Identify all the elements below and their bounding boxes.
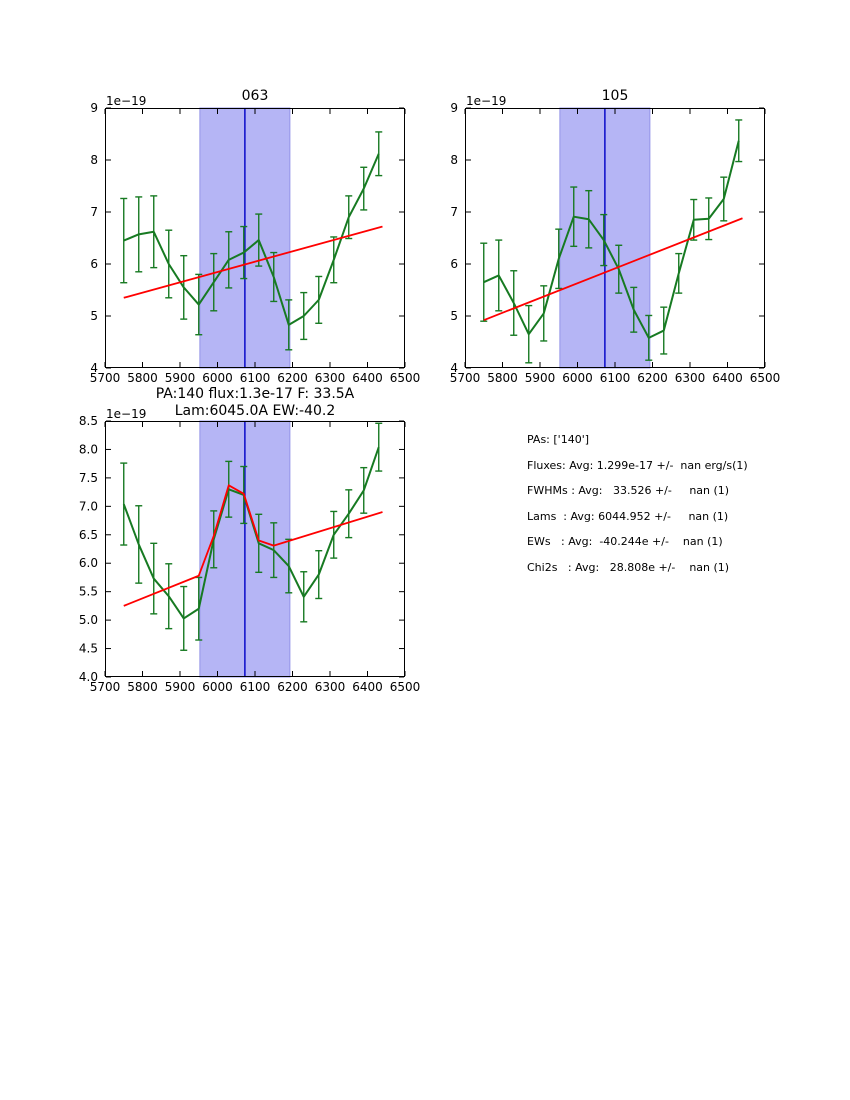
stats-fwhms: FWHMs : Avg: 33.526 +/- nan (1) (527, 484, 730, 497)
svg-text:6100: 6100 (600, 371, 631, 385)
svg-text:4: 4 (90, 361, 98, 375)
svg-text:6400: 6400 (352, 680, 383, 694)
svg-text:6300: 6300 (675, 371, 706, 385)
chart-063: 063 1e−19 5700 5800 5900 6000 6100 6200 6300 64… (90, 89, 421, 385)
spectrum-063 (123, 153, 380, 326)
chart-combined-title-line2: Lam:6045.0A EW:-40.2 (174, 403, 336, 419)
axes-ticks (104, 107, 406, 369)
svg-text:8: 8 (90, 153, 98, 167)
svg-text:8: 8 (450, 153, 458, 167)
axes-frame (105, 421, 405, 677)
svg-text:5: 5 (450, 309, 458, 323)
stats-pas: PAs: ['140'] (527, 433, 590, 446)
svg-text:8.0: 8.0 (79, 442, 98, 456)
svg-text:6400: 6400 (712, 371, 743, 385)
svg-text:7.5: 7.5 (79, 471, 98, 485)
chart-combined-fit: PA:140 flux:1.3e-17 F: 33.5A Lam:6045.0A… (79, 387, 420, 694)
stats-chi2s: Chi2s : Avg: 28.808e +/- nan (1) (527, 560, 730, 574)
svg-text:7: 7 (90, 205, 98, 219)
svg-text:7: 7 (450, 205, 458, 219)
svg-text:6000: 6000 (562, 371, 593, 385)
svg-text:4.0: 4.0 (79, 670, 98, 684)
svg-text:7.0: 7.0 (79, 499, 98, 513)
chart-105-axes: 5700 5800 5900 6000 6100 6200 6300 6400 6500 4 5 6 7… (450, 101, 781, 385)
continuum-fit-063 (123, 225, 383, 299)
svg-text:5900: 5900 (165, 371, 196, 385)
axes-frame (105, 108, 405, 368)
svg-text:9: 9 (90, 101, 98, 115)
chart-105: 105 1e−19 5700 5800 5900 6000 6100 6200 6300 64… (450, 89, 781, 385)
svg-text:6000: 6000 (202, 371, 233, 385)
stats-panel: PAs: ['140'] Fluxes: Avg: 1.299e-17 +/- … (527, 433, 748, 586)
svg-text:4: 4 (450, 361, 458, 375)
svg-text:6: 6 (90, 257, 98, 271)
axes-tick-labels: 5700 5800 5900 6000 6100 6200 6300 6400 6500 4 5 6 7… (90, 101, 421, 385)
svg-text:8.5: 8.5 (79, 414, 98, 428)
svg-text:5700: 5700 (90, 371, 121, 385)
continuum-fit-105 (483, 217, 743, 321)
svg-text:6500: 6500 (390, 371, 421, 385)
axes-frame (465, 108, 765, 368)
svg-text:6100: 6100 (240, 680, 271, 694)
svg-text:6000: 6000 (202, 680, 233, 694)
svg-text:6.0: 6.0 (79, 556, 98, 570)
chart-105-offset-label: 1e−19 (466, 94, 507, 108)
svg-text:6300: 6300 (315, 371, 346, 385)
axes-ticks (104, 420, 406, 678)
chart-063-axes: 5700 5800 5900 6000 6100 6200 6300 6400 6500 4 5 6 7… (90, 101, 421, 385)
axes-tick-labels: 5700 5800 5900 6000 6100 6200 6300 6400 6500 4.0 4… (79, 414, 420, 694)
svg-text:6200: 6200 (277, 680, 308, 694)
svg-text:5800: 5800 (127, 680, 158, 694)
svg-text:5900: 5900 (165, 680, 196, 694)
svg-text:5.0: 5.0 (79, 613, 98, 627)
svg-text:6500: 6500 (750, 371, 781, 385)
svg-text:6300: 6300 (315, 680, 346, 694)
svg-text:5: 5 (90, 309, 98, 323)
stats-ews: EWs : Avg: -40.244e +/- nan (1) (527, 535, 723, 548)
svg-text:5.5: 5.5 (79, 585, 98, 599)
chart-combined-axes: 5700 5800 5900 6000 6100 6200 6300 6400 6500 4.0 4… (79, 414, 420, 694)
chart-combined-title-line1: PA:140 flux:1.3e-17 F: 33.5A (155, 386, 355, 402)
axes-tick-labels: 5700 5800 5900 6000 6100 6200 6300 6400 6500 4 5 6 7… (450, 101, 781, 385)
gaussian-fit (123, 484, 383, 607)
spectrum-105 (483, 140, 740, 339)
svg-text:6500: 6500 (390, 680, 421, 694)
svg-text:5900: 5900 (525, 371, 556, 385)
svg-text:6100: 6100 (240, 371, 271, 385)
svg-text:6200: 6200 (277, 371, 308, 385)
stats-fluxes: Fluxes: Avg: 1.299e-17 +/- nan erg/s(1) (527, 458, 748, 472)
chart-combined-offset-label: 1e−19 (106, 407, 147, 421)
svg-text:5700: 5700 (90, 680, 121, 694)
stats-lams: Lams : Avg: 6044.952 +/- nan (1) (527, 509, 729, 523)
svg-text:5700: 5700 (450, 371, 481, 385)
chart-105-title: 105 (601, 88, 629, 104)
svg-text:6400: 6400 (352, 371, 383, 385)
svg-text:6: 6 (450, 257, 458, 271)
axes-ticks (464, 107, 766, 369)
chart-063-offset-label: 1e−19 (106, 94, 147, 108)
svg-text:5800: 5800 (487, 371, 518, 385)
chart-063-title: 063 (241, 88, 269, 104)
svg-text:9: 9 (450, 101, 458, 115)
svg-text:4.5: 4.5 (79, 642, 98, 656)
svg-text:6.5: 6.5 (79, 528, 98, 542)
svg-text:5800: 5800 (127, 371, 158, 385)
svg-text:6200: 6200 (637, 371, 668, 385)
